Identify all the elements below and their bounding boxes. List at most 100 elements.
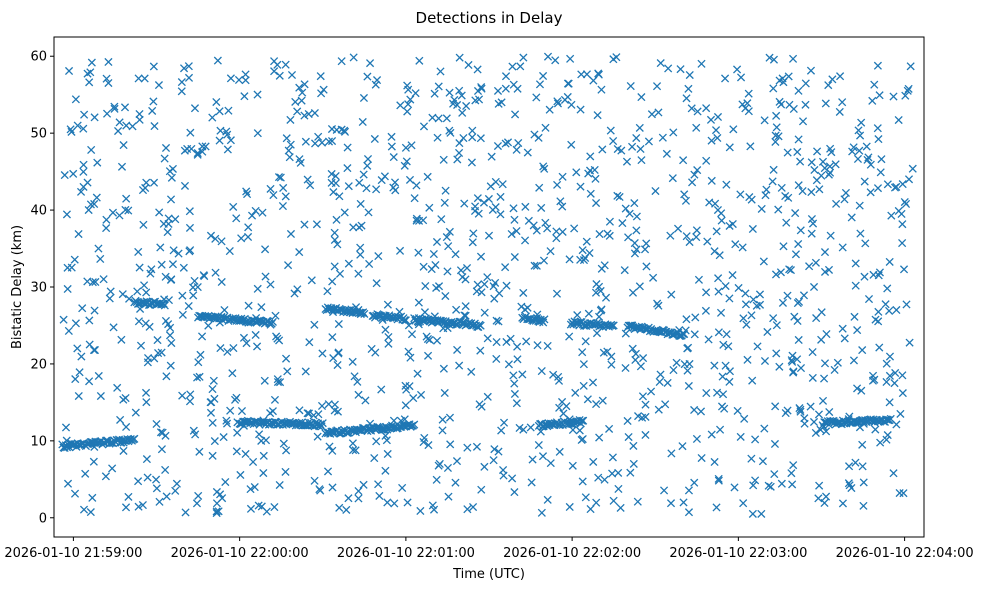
data-point (177, 87, 186, 96)
data-point (707, 136, 716, 145)
data-point (849, 356, 859, 365)
data-point (80, 110, 89, 119)
data-point (155, 208, 164, 217)
data-point (186, 128, 195, 137)
plot-area (58, 52, 917, 518)
data-point (318, 349, 327, 358)
data-point (807, 229, 816, 238)
data-point (838, 98, 847, 107)
data-point (751, 435, 760, 444)
data-point (601, 293, 611, 302)
data-point (270, 395, 280, 404)
data-point (510, 379, 519, 388)
data-point (486, 182, 495, 191)
data-point (257, 436, 266, 445)
data-point (474, 322, 483, 332)
data-point (712, 227, 721, 236)
data-point (260, 376, 269, 385)
data-point (404, 321, 413, 330)
data-point (639, 354, 648, 363)
data-point (491, 203, 500, 212)
data-point (712, 388, 722, 397)
data-point (401, 143, 410, 152)
data-point (789, 104, 798, 113)
data-point (327, 169, 336, 179)
data-point (713, 112, 723, 122)
data-point (691, 313, 700, 322)
data-point (571, 388, 580, 397)
data-point (718, 372, 727, 381)
data-point (502, 281, 511, 290)
data-point (102, 224, 111, 233)
data-point (109, 323, 118, 332)
data-point (859, 501, 868, 510)
data-point (178, 310, 187, 319)
data-point (333, 360, 342, 370)
data-point (635, 123, 644, 132)
data-point (76, 187, 86, 196)
data-point (853, 326, 862, 335)
data-point (186, 390, 195, 399)
data-point (335, 269, 345, 278)
data-point (135, 109, 144, 119)
data-point (800, 414, 809, 423)
data-point (529, 221, 538, 230)
data-point (769, 165, 778, 174)
data-point (141, 388, 151, 397)
data-point (719, 340, 728, 349)
data-point (62, 210, 71, 219)
data-point (584, 309, 593, 318)
data-point (796, 405, 805, 414)
data-point (134, 247, 143, 257)
data-point (757, 509, 766, 518)
data-point (621, 329, 630, 338)
data-point (543, 495, 552, 504)
data-point (446, 440, 455, 449)
data-point (73, 121, 82, 130)
data-point (259, 468, 268, 478)
data-point (702, 288, 711, 297)
data-point (354, 390, 363, 399)
data-point (101, 472, 110, 481)
data-point (314, 132, 323, 141)
data-point (221, 477, 230, 487)
data-point (690, 170, 699, 179)
data-point (489, 282, 498, 291)
data-point (820, 267, 830, 276)
data-point (333, 407, 343, 416)
data-point (134, 74, 143, 83)
data-point (86, 200, 95, 209)
data-point (383, 449, 392, 459)
data-point (685, 70, 694, 80)
data-point (353, 377, 362, 386)
data-point (467, 367, 476, 376)
data-point (692, 123, 701, 132)
data-point (167, 173, 176, 182)
data-point (328, 333, 337, 342)
data-point (498, 180, 507, 189)
data-point (853, 384, 862, 393)
data-point (696, 407, 706, 416)
data-point (573, 311, 582, 320)
data-point (79, 167, 88, 176)
data-point (805, 262, 814, 271)
data-point (356, 250, 365, 259)
data-point (311, 139, 320, 148)
data-point (477, 485, 486, 494)
data-point (736, 432, 745, 441)
data-point (541, 218, 550, 227)
data-point (776, 268, 785, 277)
data-point (801, 79, 810, 88)
data-point (146, 269, 155, 278)
data-point (310, 320, 319, 329)
data-point (892, 305, 901, 315)
data-point (703, 237, 712, 246)
data-point (711, 126, 721, 135)
data-point (898, 220, 907, 229)
data-point (363, 154, 373, 164)
data-point (389, 153, 398, 162)
data-point (827, 148, 836, 157)
data-point (494, 99, 503, 108)
data-point (421, 281, 430, 291)
data-point (885, 352, 895, 361)
